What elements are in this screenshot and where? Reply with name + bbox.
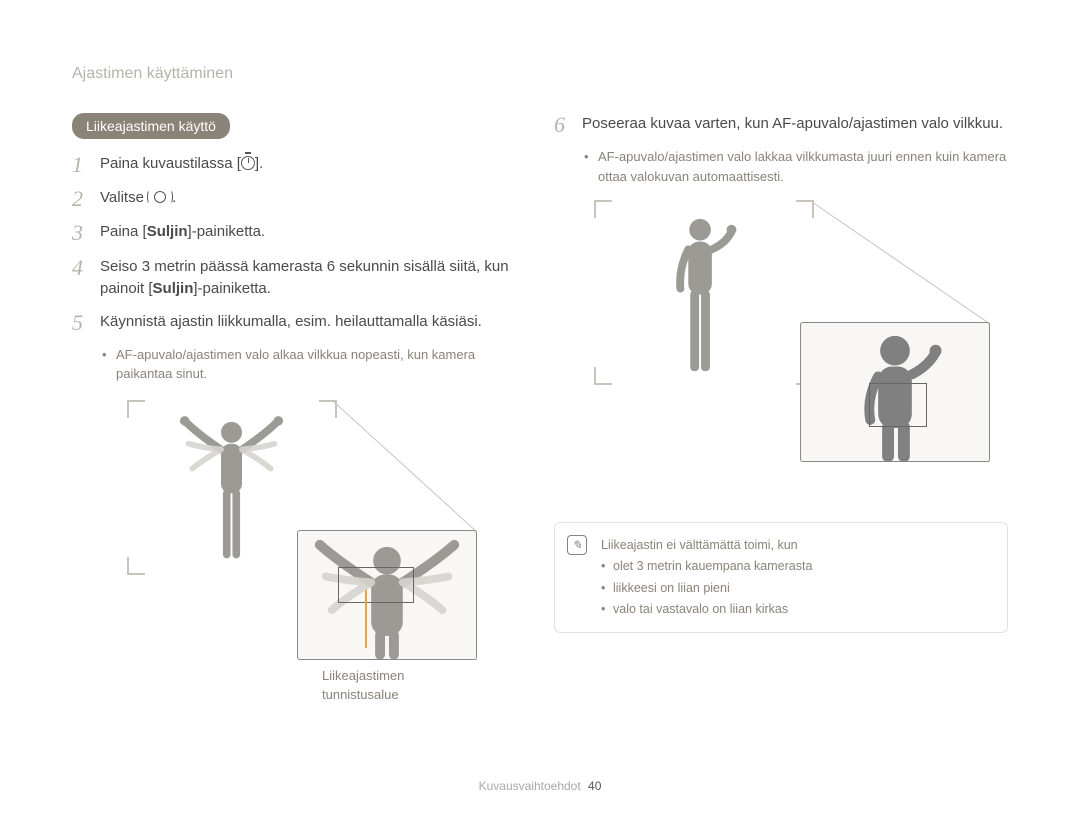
- page-footer: Kuvausvaihtoehdot 40: [0, 779, 1080, 793]
- note-icon: ✎: [567, 535, 587, 555]
- step-number: 2: [72, 187, 90, 211]
- zoom-preview: [297, 530, 477, 660]
- step-5-bullet: AF-apuvalo/ajastimen valo alkaa vilkkua …: [102, 345, 526, 384]
- step-text: Käynnistä ajastin liikkumalla, esim. hei…: [100, 311, 526, 335]
- step-3: 3 Paina [Suljin]-painiketta.: [72, 221, 526, 245]
- note-item: olet 3 metrin kauempana kamerasta: [601, 556, 993, 577]
- detection-area-box: [338, 567, 414, 603]
- step-number: 1: [72, 153, 90, 177]
- step-number: 4: [72, 256, 90, 301]
- content-columns: Liikeajastimen käyttö 1 Paina kuvaustila…: [72, 113, 1008, 702]
- timer-icon: [241, 156, 255, 170]
- section-pill: Liikeajastimen käyttö: [72, 113, 230, 139]
- step-5: 5 Käynnistä ajastin liikkumalla, esim. h…: [72, 311, 526, 335]
- step-number: 3: [72, 221, 90, 245]
- callout-label: Liikeajastimen tunnistusalue: [322, 667, 404, 703]
- motion-detection-figure: Liikeajastimen tunnistusalue: [127, 392, 477, 702]
- step-text: Paina kuvaustilassa [].: [100, 153, 526, 177]
- detection-area-box: [869, 383, 927, 427]
- step-6-bullet: AF-apuvalo/ajastimen valo lakkaa vilkkum…: [584, 147, 1008, 186]
- left-column: Liikeajastimen käyttö 1 Paina kuvaustila…: [72, 113, 526, 702]
- note-title: Liikeajastin ei välttämättä toimi, kun: [601, 535, 993, 556]
- note-item: valo tai vastavalo on liian kirkas: [601, 599, 993, 620]
- callout-line1: Liikeajastimen: [322, 668, 404, 683]
- step-pre: Valitse: [100, 189, 148, 206]
- note-item: liikkeesi on liian pieni: [601, 578, 993, 599]
- step-2: 2 Valitse .: [72, 187, 526, 211]
- step-text: Paina [Suljin]-painiketta.: [100, 221, 526, 245]
- step-1: 1 Paina kuvaustilassa [].: [72, 153, 526, 177]
- callout-line: [365, 590, 367, 648]
- page-header: Ajastimen käyttäminen: [72, 65, 1008, 83]
- step-text: Poseeraa kuvaa varten, kun AF-apuvalo/aj…: [582, 113, 1008, 137]
- step-text: Seiso 3 metrin päässä kamerasta 6 sekunn…: [100, 256, 526, 301]
- note-box: ✎ Liikeajastin ei välttämättä toimi, kun…: [554, 522, 1008, 633]
- footer-label: Kuvausvaihtoehdot: [479, 779, 581, 793]
- page-number: 40: [588, 779, 601, 793]
- zoom-preview: [800, 322, 990, 462]
- step-4: 4 Seiso 3 metrin päässä kamerasta 6 seku…: [72, 256, 526, 301]
- step-number: 5: [72, 311, 90, 335]
- motion-timer-icon: [148, 189, 172, 205]
- step-6: 6 Poseeraa kuvaa varten, kun AF-apuvalo/…: [554, 113, 1008, 137]
- step-pre: Paina kuvaustilassa [: [100, 155, 241, 172]
- step-number: 6: [554, 113, 572, 137]
- step-post: ].: [255, 155, 263, 172]
- pose-figure: [594, 194, 994, 504]
- step-text: Valitse .: [100, 187, 526, 211]
- callout-line2: tunnistusalue: [322, 687, 399, 702]
- right-column: 6 Poseeraa kuvaa varten, kun AF-apuvalo/…: [554, 113, 1008, 702]
